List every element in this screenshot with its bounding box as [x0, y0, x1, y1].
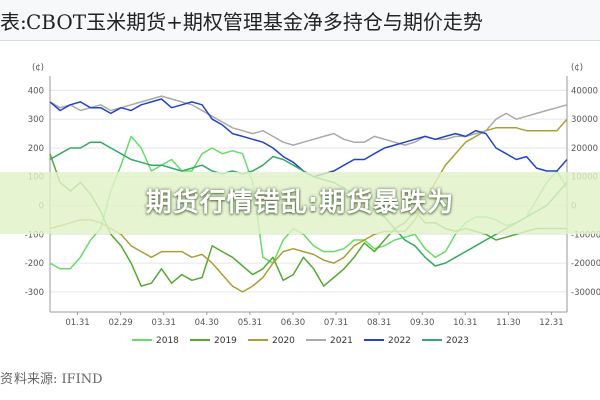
legend-label-2018: 2018: [156, 336, 179, 346]
legend-label-2022: 2022: [388, 336, 411, 346]
right-tick-label: 30000: [571, 115, 598, 125]
headline-text: 期货行情错乱:期货暴跌为: [145, 188, 455, 218]
chart-title: 表:CBOT玉米期货+期权管理基金净多持仓与期价走势: [0, 6, 483, 35]
left-tick-label: -300: [25, 288, 44, 298]
x-tick-label: 03.31: [152, 318, 176, 328]
source-note: 资料来源: IFIND: [0, 368, 103, 387]
right-tick-label: -30000: [571, 288, 600, 298]
legend-label-2019: 2019: [214, 336, 237, 346]
x-tick-label: 08.31: [367, 318, 391, 328]
left-tick-label: 400: [28, 86, 44, 96]
x-tick-label: 11.30: [496, 318, 520, 328]
series-line-2022: [49, 98, 568, 178]
source-prefix: 资: [0, 372, 14, 387]
x-tick-label: 12.31: [539, 318, 563, 328]
legend-label-2020: 2020: [272, 336, 295, 346]
source-text: 料来源: IFIND: [14, 372, 103, 387]
x-tick-label: 05.31: [238, 318, 262, 328]
left-tick-label: 200: [28, 144, 44, 154]
legend-label-2021: 2021: [330, 336, 353, 346]
left-tick-label: -100: [25, 230, 44, 240]
chart-title-prefix: 表:: [0, 10, 26, 34]
series-line-2020: [49, 118, 568, 293]
right-axis-unit: (¢): [571, 63, 583, 73]
right-tick-label: -10000: [571, 230, 600, 240]
x-tick-label: 04.30: [195, 318, 219, 328]
x-tick-label: 01.31: [65, 318, 89, 328]
legend-label-2023: 2023: [446, 336, 469, 346]
x-tick-label: 02.29: [108, 318, 132, 328]
chart-title-text: CBOT玉米期货+期权管理基金净多持仓与期价走势: [26, 10, 483, 34]
headline-banner: [0, 172, 600, 234]
left-tick-label: 300: [28, 115, 44, 125]
x-tick-label: 10.31: [453, 318, 477, 328]
x-tick-label: 09.30: [410, 318, 434, 328]
right-tick-label: 20000: [571, 144, 598, 154]
right-tick-label: 40000: [571, 86, 598, 96]
legend: 2018 2019 2020 2021 2022 2023: [132, 336, 469, 346]
x-axis-ticks: 01.31 02.29 03.31 04.30 05.31 06.30 07.31 08.31…: [65, 312, 564, 328]
title-divider: [0, 40, 600, 41]
x-tick-label: 06.30: [281, 318, 305, 328]
left-tick-label: -200: [25, 259, 44, 269]
right-tick-label: -20000: [571, 259, 600, 269]
title-bar: [0, 0, 600, 40]
left-axis-unit: (¢): [32, 63, 44, 73]
x-tick-label: 07.31: [324, 318, 348, 328]
